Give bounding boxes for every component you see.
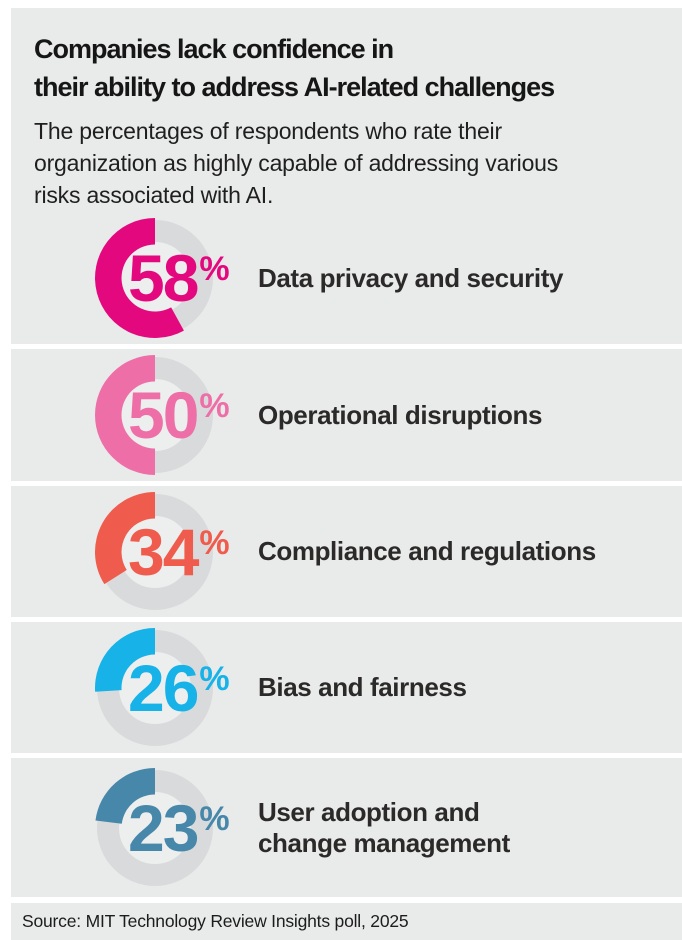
percent-value: 58% (128, 245, 230, 311)
donut-chart: 23% (95, 767, 230, 888)
risk-row: 58% Data privacy and security (11, 218, 682, 338)
risk-panel: 26% Bias and fairness (11, 622, 682, 753)
source-text: Source: MIT Technology Review Insights p… (22, 911, 409, 931)
donut-arc (95, 218, 184, 338)
percent-sign: % (199, 659, 230, 698)
donut-arc (95, 355, 155, 475)
risk-row: 50% Operational disruptions (11, 349, 682, 481)
donut-hole (119, 651, 191, 724)
source-footer: Source: MIT Technology Review Insights p… (11, 903, 682, 940)
donut-svg (95, 767, 213, 886)
risk-row: 23% User adoption and change management (11, 758, 682, 897)
chart-title: Companies lack confidence in their abilit… (34, 34, 555, 102)
donut-arc (95, 767, 155, 824)
percent-value: 34% (128, 519, 230, 585)
percent-number: 58 (128, 241, 199, 315)
donut-hole (119, 379, 191, 451)
donut-hole (119, 242, 191, 314)
risk-label: Operational disruptions (258, 399, 543, 430)
donut-svg (95, 491, 213, 610)
percent-sign: % (199, 799, 230, 838)
risk-label: Bias and fairness (258, 672, 467, 702)
donut-arc (95, 627, 155, 692)
percent-value: 26% (128, 655, 230, 721)
percent-number: 34 (128, 514, 199, 589)
risk-row: 26% Bias and fairness (11, 622, 682, 753)
risk-panel: 23% User adoption and change management (11, 758, 682, 897)
donut-chart: 34% (95, 491, 230, 612)
percent-value: 23% (128, 795, 230, 861)
donut-arc (95, 491, 155, 584)
risk-label: Data privacy and security (258, 262, 564, 293)
chart-subtitle: The percentages of respondents who rate … (34, 118, 559, 208)
donut-svg (95, 218, 213, 338)
risk-row: 34% Compliance and regulations (11, 486, 682, 617)
percent-number: 50 (128, 378, 199, 452)
donut-chart: 26% (95, 627, 230, 748)
percent-sign: % (199, 387, 230, 425)
percent-number: 23 (128, 790, 199, 865)
chart-header: Companies lack confidence in their abilit… (11, 8, 682, 211)
donut-svg (95, 627, 213, 746)
risk-panel: 34% Compliance and regulations (11, 486, 682, 617)
percent-sign: % (199, 523, 230, 562)
risk-panel: 50% Operational disruptions (11, 349, 682, 481)
percent-value: 50% (128, 382, 230, 448)
risk-label: Compliance and regulations (258, 536, 596, 566)
donut-hole (119, 515, 191, 588)
donut-svg (95, 355, 213, 475)
donut-chart: 58% (95, 218, 230, 338)
header-panel: Companies lack confidence in their abilit… (11, 8, 682, 344)
donut-hole (119, 791, 191, 864)
risk-label: User adoption and change management (258, 796, 510, 858)
percent-sign: % (199, 250, 230, 288)
percent-number: 26 (128, 650, 199, 725)
donut-chart: 50% (95, 355, 230, 475)
